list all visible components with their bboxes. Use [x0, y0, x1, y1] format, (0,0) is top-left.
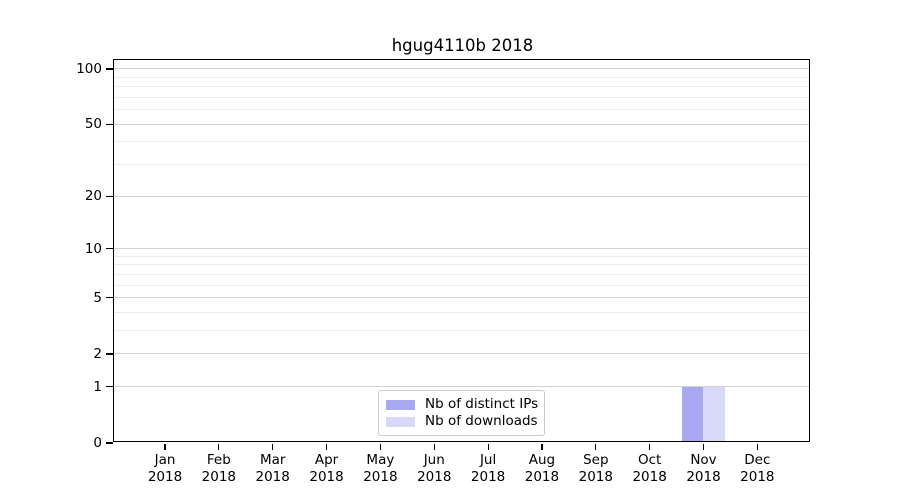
x-tick-label-oct-2018: Oct 2018 [632, 452, 667, 485]
x-tick-may-2018 [379, 444, 381, 450]
bar-nov-2018-distinct-ips [681, 386, 704, 441]
gridline-major-1 [113, 386, 809, 388]
y-tick-100 [106, 68, 113, 70]
gridline-major-20 [113, 195, 809, 197]
bar-nov-2018-downloads [703, 386, 725, 441]
plot-area [112, 58, 810, 442]
y-tick-label-0: 0 [93, 435, 102, 451]
x-tick-label-feb-2018: Feb 2018 [201, 452, 237, 485]
x-tick-label-mar-2018: Mar 2018 [255, 452, 290, 485]
y-tick-label-1: 1 [93, 378, 102, 395]
y-tick-label-2: 2 [93, 345, 102, 362]
x-tick-mar-2018 [272, 444, 274, 450]
legend-row-distinct-ips: Nb of distinct IPs [386, 396, 539, 413]
gridline-minor-3 [113, 329, 809, 331]
y-tick-label-10: 10 [84, 240, 102, 257]
gridline-major-2 [113, 353, 809, 355]
legend-row-downloads: Nb of downloads [386, 413, 538, 430]
y-tick-2 [106, 353, 113, 355]
gridline-minor-30 [113, 164, 809, 166]
y-tick-10 [106, 248, 113, 250]
legend-swatch-downloads-icon [386, 416, 415, 427]
y-tick-label-20: 20 [84, 188, 102, 205]
x-tick-sep-2018 [595, 444, 597, 450]
gridline-minor-9 [113, 255, 809, 257]
x-tick-jun-2018 [433, 444, 435, 450]
gridline-major-5 [113, 297, 809, 299]
gridline-minor-4 [113, 311, 809, 313]
x-tick-oct-2018 [649, 444, 651, 450]
x-tick-label-aug-2018: Aug 2018 [524, 452, 560, 485]
chart-title: hgug4110b 2018 [391, 36, 534, 55]
x-tick-label-nov-2018: Nov 2018 [686, 452, 721, 485]
gridline-minor-60 [113, 109, 809, 111]
x-tick-jan-2018 [164, 444, 166, 450]
x-tick-jul-2018 [487, 444, 489, 450]
gridline-major-100 [113, 68, 809, 70]
x-tick-label-dec-2018: Dec 2018 [740, 452, 775, 485]
y-tick-label-100: 100 [76, 61, 102, 78]
legend: Nb of distinct IPs Nb of downloads [378, 390, 545, 436]
legend-label-downloads: Nb of downloads [425, 413, 538, 429]
x-tick-label-jul-2018: Jul 2018 [470, 452, 506, 485]
gridline-minor-8 [113, 264, 809, 266]
gridline-minor-70 [113, 96, 809, 98]
gridline-minor-90 [113, 76, 809, 78]
y-tick-20 [106, 195, 113, 197]
x-tick-label-apr-2018: Apr 2018 [309, 452, 344, 485]
x-tick-apr-2018 [325, 444, 328, 450]
y-tick-label-5: 5 [93, 289, 102, 306]
y-tick-50 [106, 123, 113, 126]
x-tick-label-may-2018: May 2018 [363, 452, 398, 485]
gridline-minor-40 [113, 141, 809, 143]
x-tick-nov-2018 [702, 444, 705, 450]
y-tick-5 [106, 297, 113, 299]
x-tick-aug-2018 [541, 444, 543, 450]
y-tick-0 [106, 442, 113, 444]
gridline-minor-6 [113, 284, 809, 286]
x-tick-label-sep-2018: Sep 2018 [578, 452, 613, 485]
x-tick-label-jan-2018: Jan 2018 [147, 452, 183, 485]
x-tick-label-jun-2018: Jun 2018 [417, 452, 452, 485]
gridline-major-10 [113, 248, 809, 250]
legend-label-distinct-ips: Nb of distinct IPs [425, 396, 539, 412]
x-tick-dec-2018 [756, 444, 758, 450]
gridline-minor-7 [113, 273, 809, 275]
gridline-major-50 [113, 123, 809, 125]
y-tick-1 [106, 386, 113, 388]
legend-swatch-distinct-ips-icon [386, 399, 415, 410]
y-tick-label-50: 50 [84, 116, 102, 133]
x-tick-feb-2018 [218, 444, 220, 450]
gridline-minor-80 [113, 86, 809, 88]
